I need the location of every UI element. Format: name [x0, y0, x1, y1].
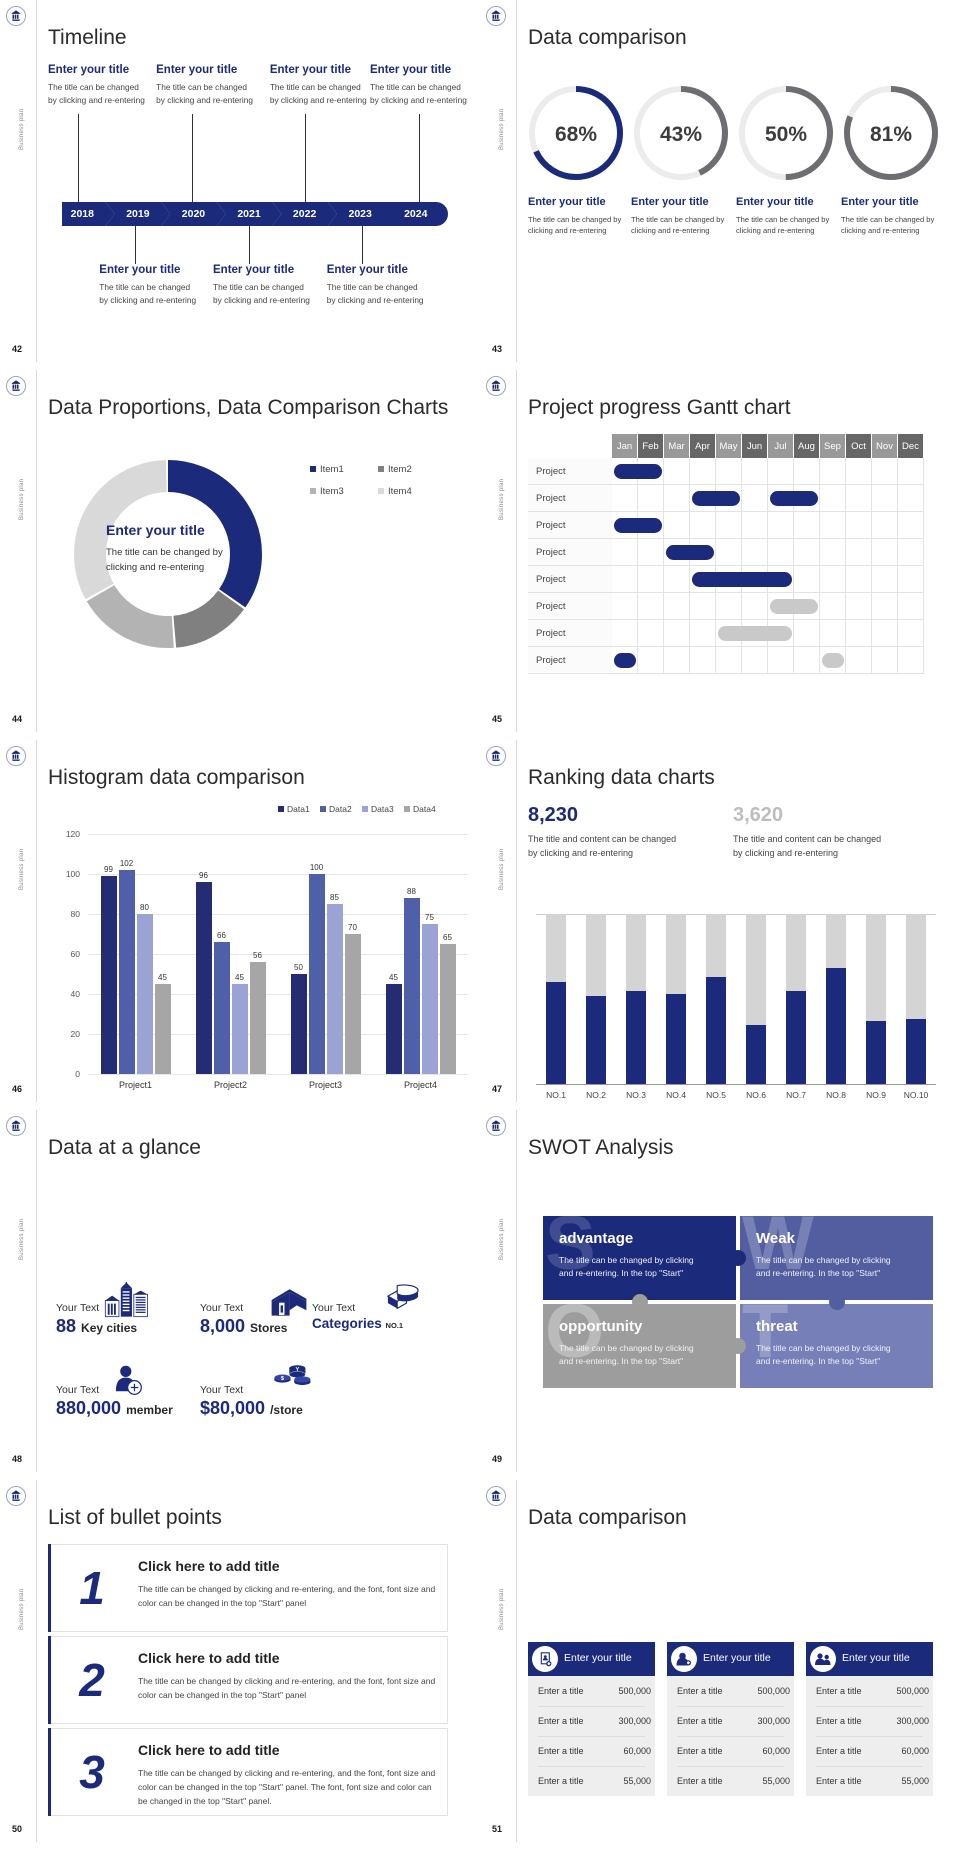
svg-text:50%: 50% — [765, 123, 807, 146]
svg-text:81%: 81% — [870, 123, 912, 146]
svg-text:Y: Y — [295, 1367, 299, 1373]
svg-text:43%: 43% — [660, 123, 702, 146]
svg-text:68%: 68% — [555, 123, 597, 146]
